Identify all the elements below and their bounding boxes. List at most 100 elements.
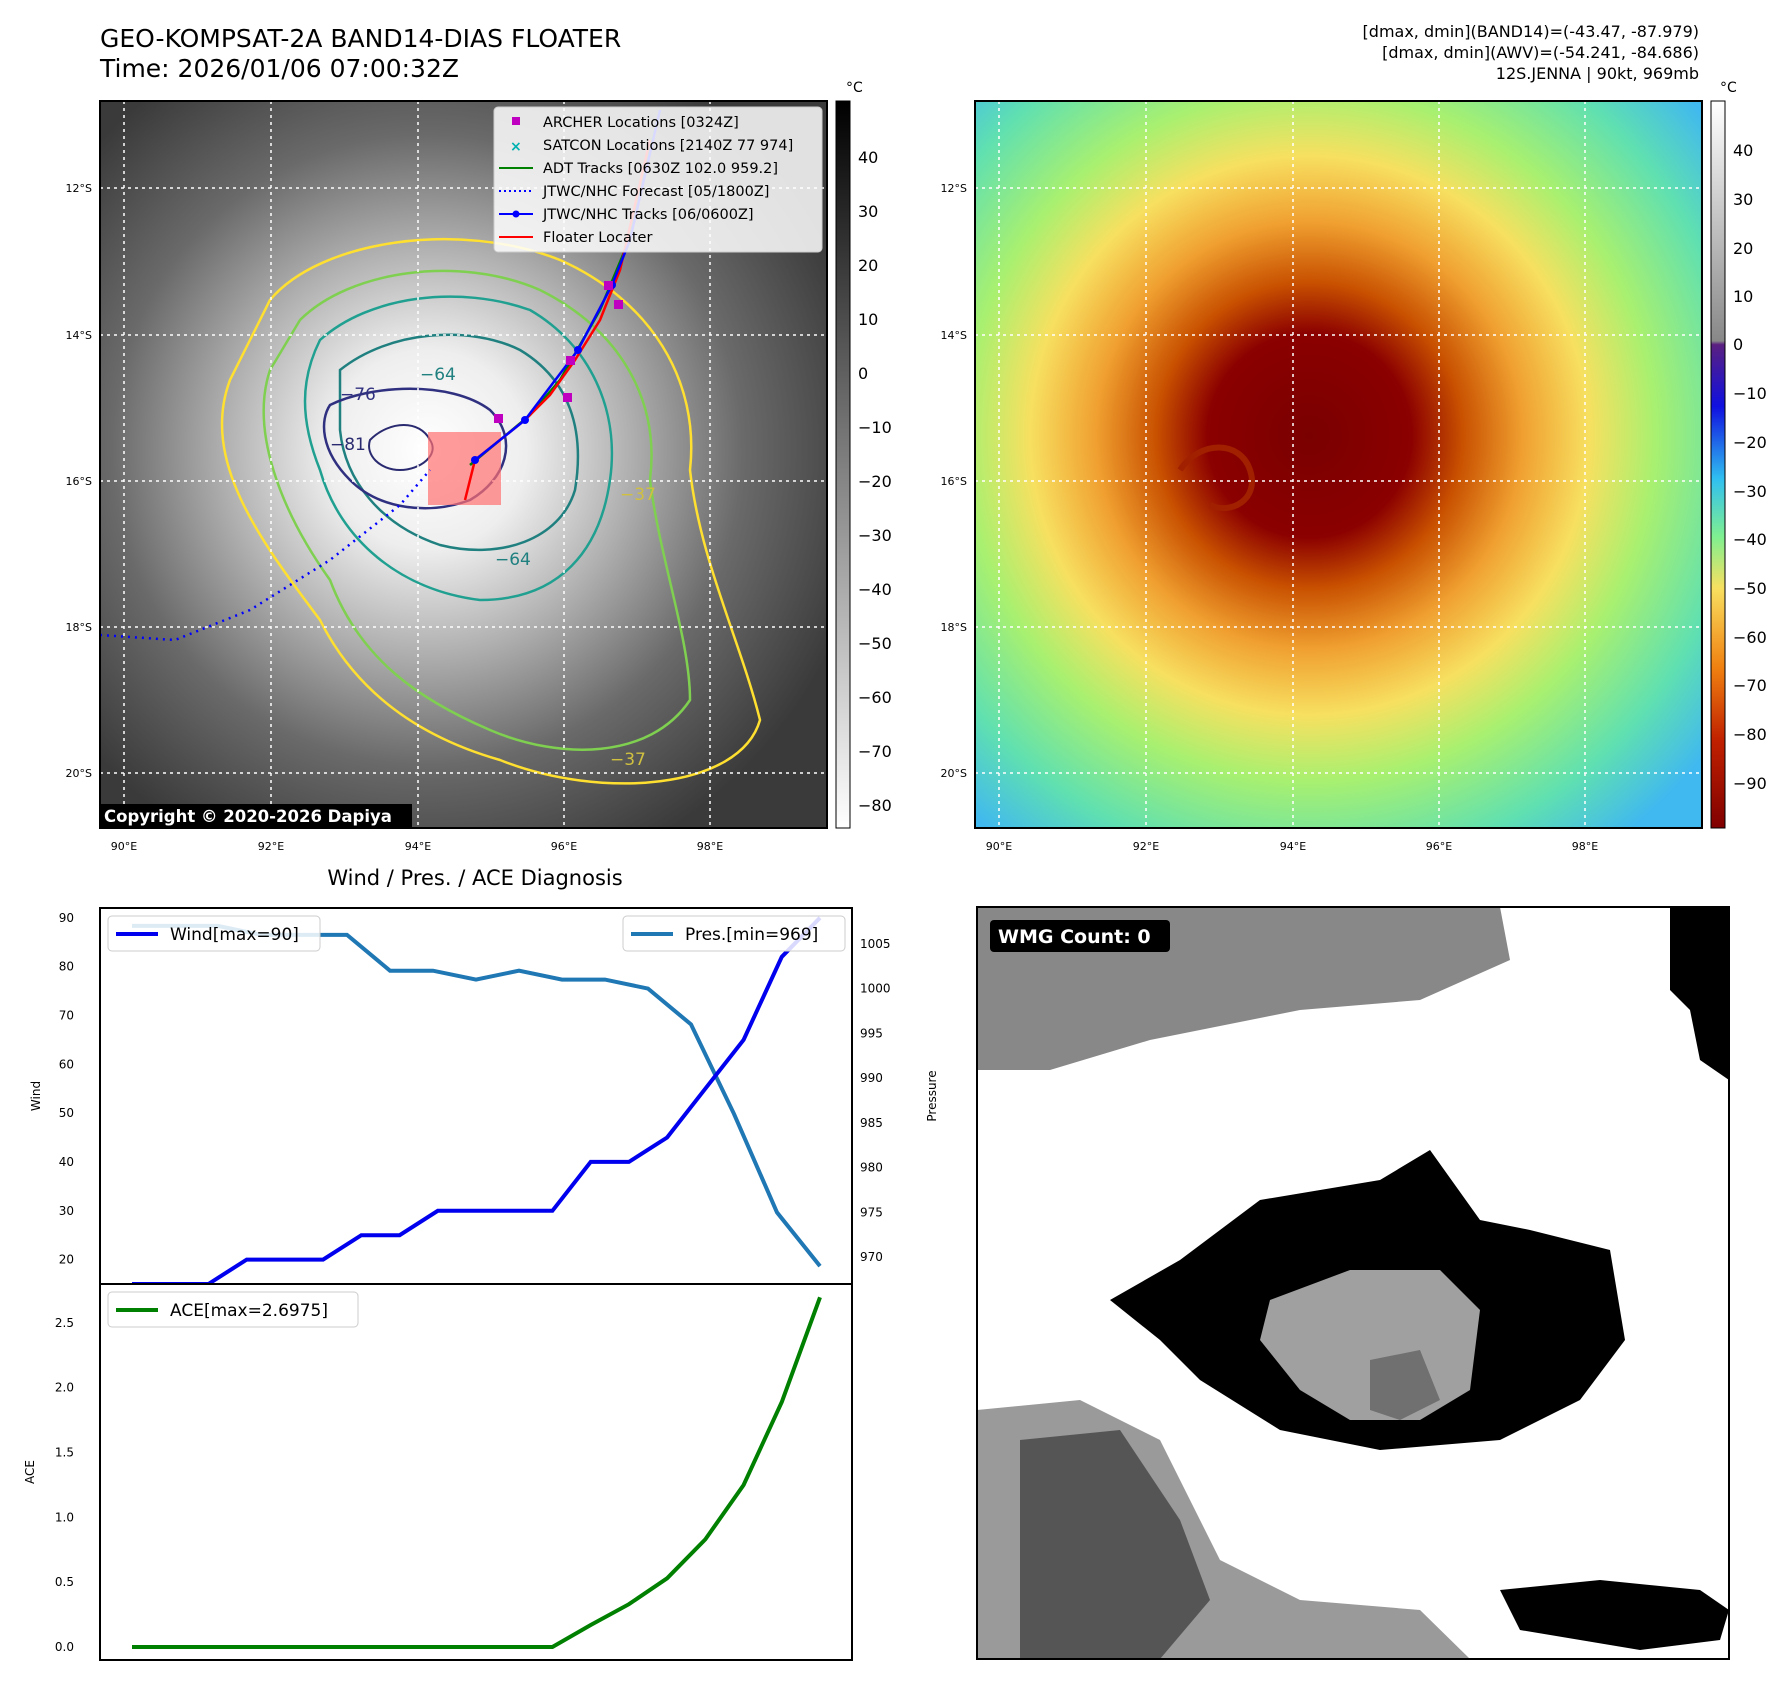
wmg-darkgray-region — [1020, 1430, 1210, 1659]
colorbar-tick: 30 — [858, 202, 878, 221]
floater-box — [428, 432, 501, 505]
lon-label: 94°E — [405, 840, 431, 853]
ir-colorbar: °C 40 30 20 10 0 −10 −20 −30 −40 −50 −60… — [835, 80, 892, 829]
legend-label: SATCON Locations [2140Z 77 974] — [543, 138, 793, 154]
colorbar-unit: °C — [1720, 80, 1737, 96]
enhanced-colorbar: °C 40 30 20 10 0 −10 −20 −30 −40 −50 −60… — [1710, 80, 1767, 829]
lat-label: 20°S — [66, 767, 92, 780]
lat-label: 18°S — [941, 621, 967, 634]
wmg-count-label: WMG Count: 0 — [998, 926, 1151, 948]
colorbar-tick: −70 — [1733, 676, 1767, 695]
ace-legend: ACE[max=2.6975] — [107, 1291, 359, 1328]
contour-label: −37 — [610, 750, 646, 770]
colorbar-tick: 0 — [1733, 335, 1743, 354]
ace-tick: 0.5 — [55, 1575, 74, 1589]
enhanced-image — [975, 101, 1702, 828]
figure-title-line2: Time: 2026/01/06 07:00:32Z — [100, 54, 459, 83]
wind-series-line — [132, 916, 822, 1286]
wind-tick: 50 — [59, 1106, 74, 1120]
wind-axis-label: Wind — [29, 1081, 43, 1111]
lon-label: 90°E — [111, 840, 137, 853]
ace-axis-label: ACE — [23, 1460, 37, 1484]
ace-plot-frame — [99, 1283, 853, 1661]
pressure-y-ticks: 1005 1000 995 990 985 980 975 970 — [860, 937, 891, 1264]
wmg-eye-region — [1370, 1350, 1440, 1420]
enhanced-map-frame — [974, 100, 1703, 829]
lon-label: 90°E — [986, 840, 1012, 853]
colorbar-tick: 10 — [1733, 287, 1753, 306]
colorbar-tick: 20 — [1733, 239, 1753, 258]
lat-label: 14°S — [66, 329, 92, 342]
figure-title-line1: GEO-KOMPSAT-2A BAND14-DIAS FLOATER — [100, 24, 622, 53]
lon-label: 92°E — [1133, 840, 1159, 853]
ace-tick: 1.5 — [55, 1446, 74, 1460]
info-band14: [dmax, dmin](BAND14)=(-43.47, -87.979) — [1362, 22, 1699, 41]
ir-colorbar-ticks: 40 30 20 10 0 −10 −20 −30 −40 −50 −60 −7… — [858, 148, 892, 815]
legend-label: JTWC/NHC Forecast [05/1800Z] — [542, 184, 769, 200]
colorbar-tick: −30 — [858, 526, 892, 545]
colorbar-tick: 20 — [858, 256, 878, 275]
wind-plot-frame — [99, 907, 853, 1285]
pressure-legend-label: Pres.[min=969] — [685, 925, 818, 945]
lon-label: 98°E — [697, 840, 723, 853]
pressure-tick: 985 — [860, 1116, 883, 1130]
enhanced-map-panel: 12°S 14°S 16°S 18°S 20°S 90°E 92°E 94°E … — [941, 80, 1767, 853]
wind-tick: 40 — [59, 1155, 74, 1169]
ace-y-ticks: 2.5 2.0 1.5 1.0 0.5 0.0 — [55, 1316, 74, 1654]
pressure-legend: Pres.[min=969] — [622, 915, 846, 952]
ace-legend-label: ACE[max=2.6975] — [170, 1301, 328, 1321]
lat-label: 12°S — [66, 182, 92, 195]
legend-label: ADT Tracks [0630Z 102.0 959.2] — [543, 161, 778, 177]
archer-legend-icon — [512, 117, 520, 125]
enhanced-lat-labels: 12°S 14°S 16°S 18°S 20°S — [941, 182, 967, 780]
colorbar-tick: −80 — [858, 796, 892, 815]
wind-tick: 70 — [59, 1008, 74, 1022]
contour-layer: −76 −64 −64 −81 −37 −37 — [220, 237, 762, 785]
jtwc-forecast-line — [100, 469, 431, 642]
ace-tick: 2.5 — [55, 1316, 74, 1330]
colorbar-tick: 10 — [858, 310, 878, 329]
pressure-tick: 990 — [860, 1071, 883, 1085]
lat-label: 18°S — [66, 621, 92, 634]
colorbar-tick: −30 — [1733, 482, 1767, 501]
wind-tick: 90 — [59, 911, 74, 925]
info-awv: [dmax, dmin](AWV)=(-54.241, -84.686) — [1382, 43, 1699, 62]
copyright-text: Copyright © 2020-2026 Dapiya — [104, 807, 392, 826]
legend-label: ARCHER Locations [0324Z] — [543, 115, 739, 131]
colorbar-tick: −50 — [1733, 579, 1767, 598]
colorbar-tick: −20 — [1733, 433, 1767, 452]
colorbar-tick: 30 — [1733, 190, 1753, 209]
pressure-tick: 975 — [860, 1205, 883, 1219]
archer-points — [494, 281, 623, 423]
wmg-frame — [976, 906, 1730, 1660]
pressure-tick: 1005 — [860, 937, 891, 951]
ir-lon-labels: 90°E 92°E 94°E 96°E 98°E — [111, 840, 723, 853]
wind-legend-label: Wind[max=90] — [170, 925, 299, 945]
lat-label: 16°S — [941, 475, 967, 488]
colorbar-tick: −40 — [858, 580, 892, 599]
ace-tick: 1.0 — [55, 1510, 74, 1524]
lon-label: 94°E — [1280, 840, 1306, 853]
contour-label: −37 — [620, 485, 656, 505]
colorbar-tick: −20 — [858, 472, 892, 491]
contour-label: −64 — [495, 550, 531, 570]
wind-tick: 80 — [59, 960, 74, 974]
pressure-tick: 970 — [860, 1250, 883, 1264]
contour-label: −64 — [420, 365, 456, 385]
lon-label: 96°E — [1426, 840, 1452, 853]
enhanced-gridlines — [975, 101, 1702, 828]
wind-tick: 20 — [59, 1253, 74, 1267]
wmg-black-region — [1670, 907, 1729, 1080]
colorbar-tick: −60 — [1733, 628, 1767, 647]
colorbar-tick: 40 — [1733, 141, 1753, 160]
wmg-black-region — [1500, 1580, 1729, 1650]
colorbar-tick: −40 — [1733, 530, 1767, 549]
info-storm: 12S.JENNA | 90kt, 969mb — [1495, 64, 1699, 83]
contour-label: −76 — [340, 385, 376, 405]
colorbar-tick: 40 — [858, 148, 878, 167]
ir-map-panel: −76 −64 −64 −81 −37 −37 — [66, 80, 892, 853]
enhanced-lon-labels: 90°E 92°E 94°E 96°E 98°E — [986, 840, 1598, 853]
wmg-count-badge — [990, 920, 1170, 952]
lon-label: 96°E — [551, 840, 577, 853]
lat-label: 14°S — [941, 329, 967, 342]
